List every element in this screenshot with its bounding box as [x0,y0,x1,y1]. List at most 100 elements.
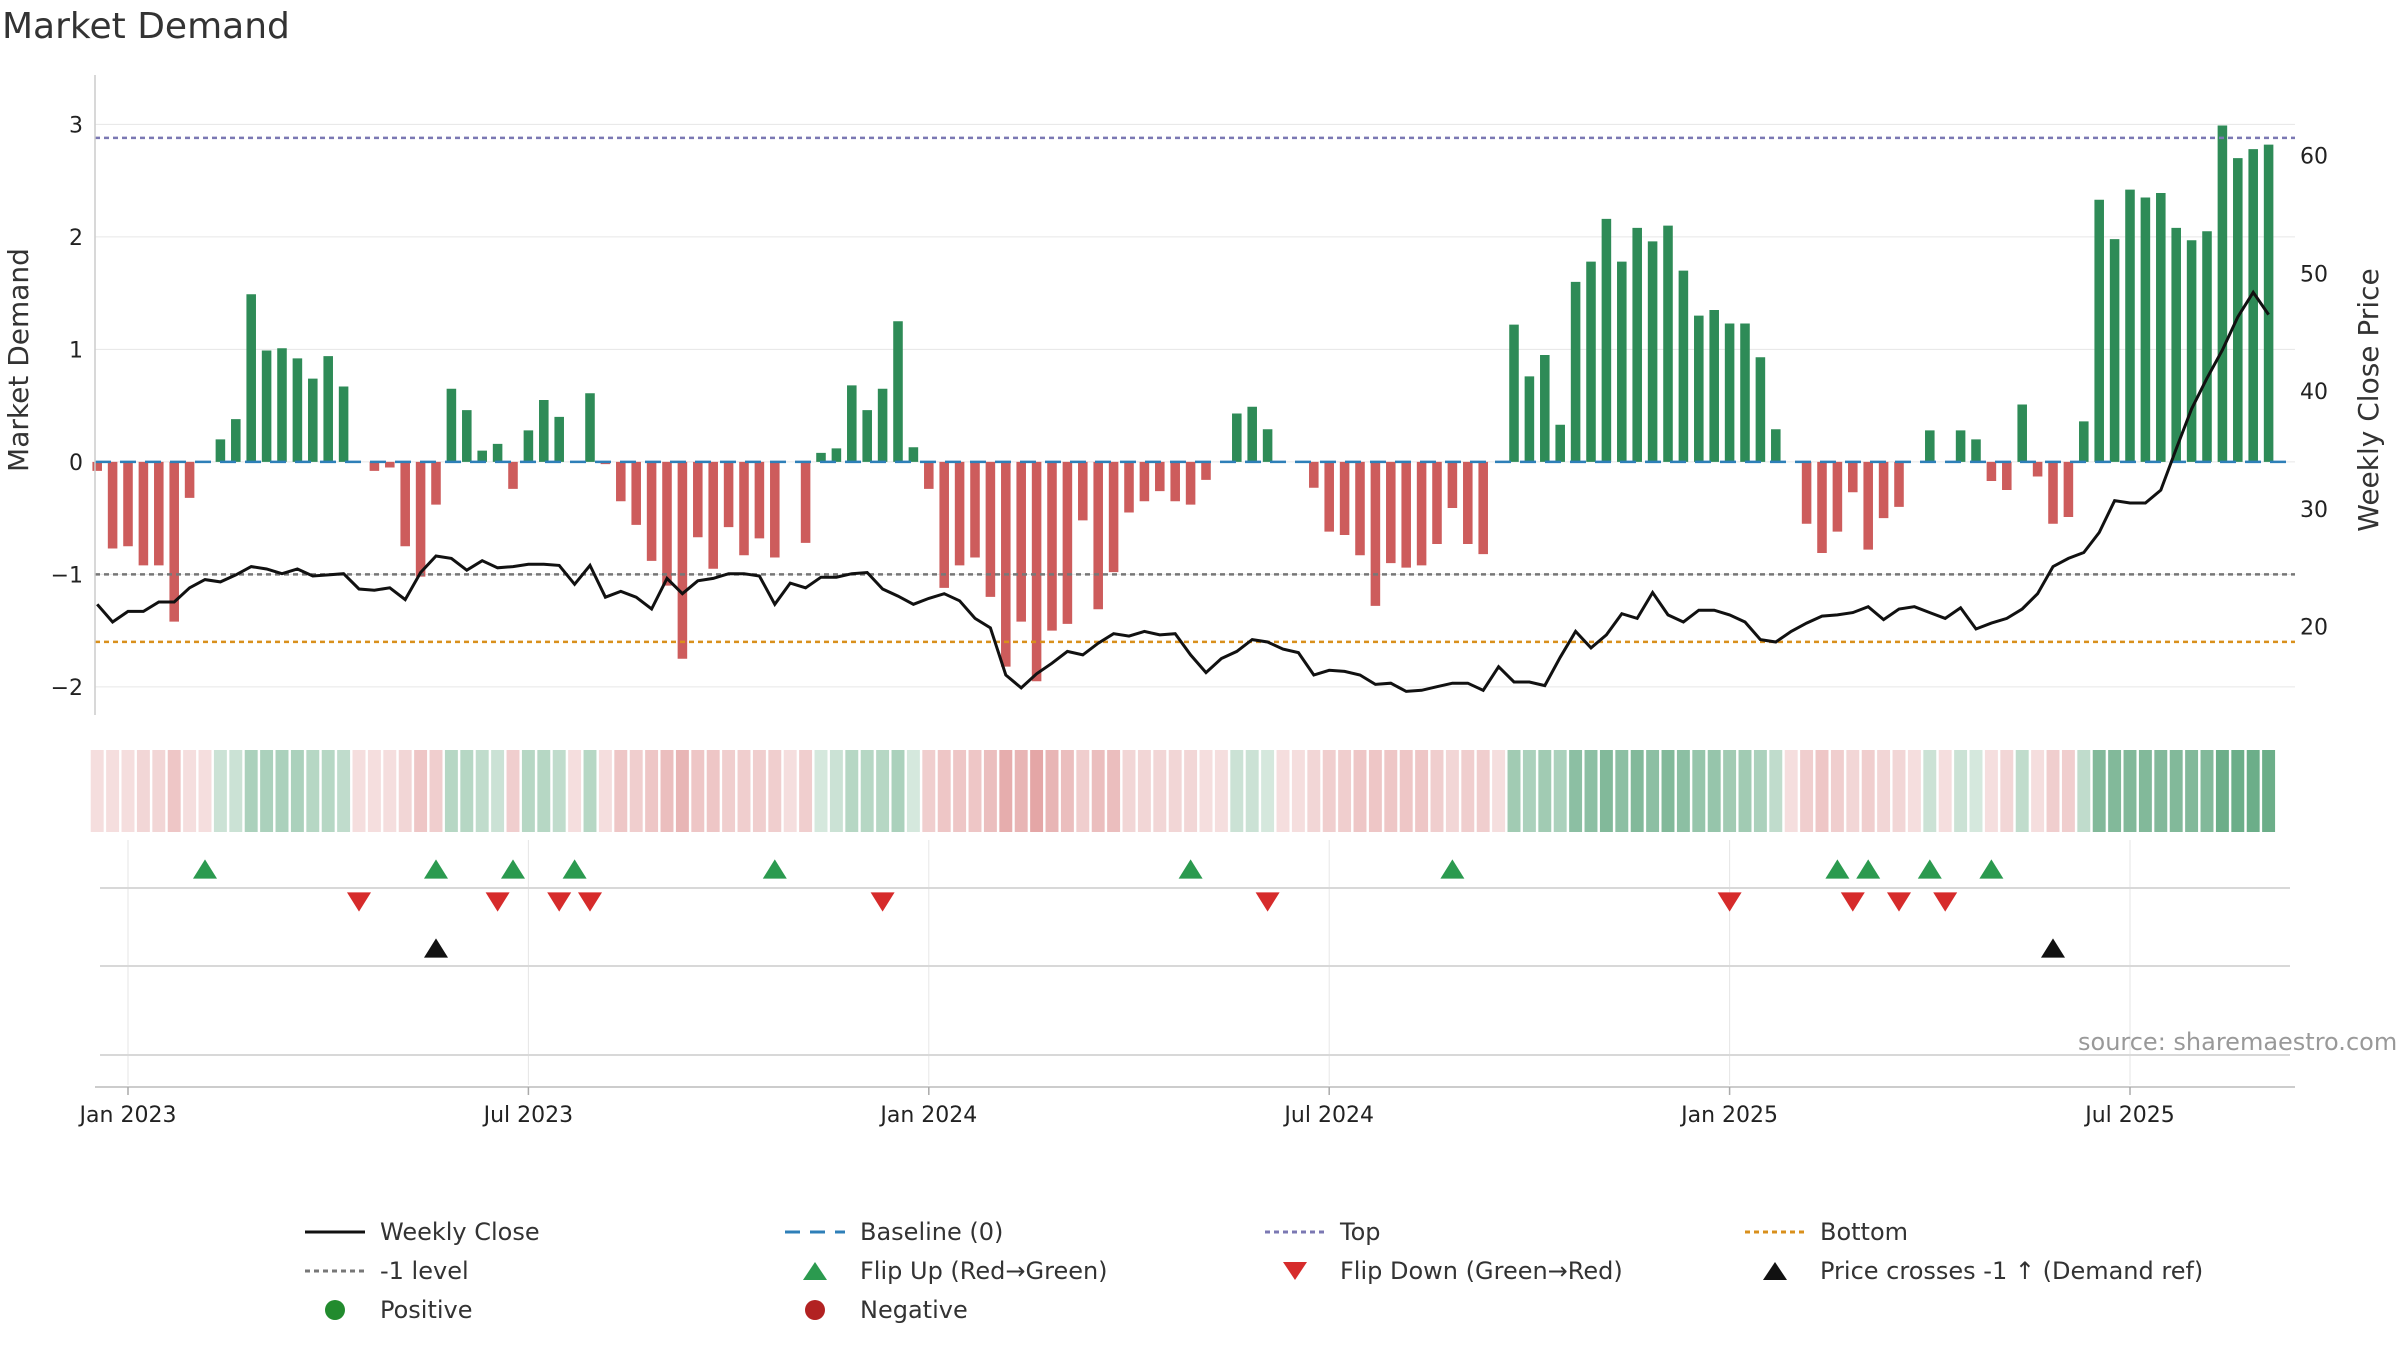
heat-cell [568,750,582,832]
heat-cell [1630,750,1644,832]
demand-bar [246,294,256,462]
demand-bar [154,461,164,566]
heat-cell [1214,750,1228,832]
heat-cell [1923,750,1937,832]
heat-cell [1676,750,1690,832]
heat-cell [583,750,597,832]
demand-bar [1309,461,1319,488]
weekly-close-path [96,289,2270,693]
demand-bar [1232,413,1242,462]
legend-symbol [300,1254,370,1288]
demand-bar [1170,461,1180,502]
demand-bar [631,461,641,525]
heat-cell [1846,750,1860,832]
y2-tick-label: 30 [2300,498,2328,523]
heat-cell [1784,750,1798,832]
demand-bar [1894,461,1904,507]
heat-cell [1415,750,1429,832]
demand-bar [1663,225,1673,462]
x-tick-label: Jan 2024 [878,1103,977,1128]
demand-bar [1463,461,1473,544]
heat-cell [352,750,366,832]
heat-cell [1137,750,1151,832]
demand-bar [385,461,395,468]
demand-bar [1155,461,1165,492]
demand-bar [1078,461,1088,521]
heat-cell [398,750,412,832]
demand-bar [1817,461,1827,553]
demand-bar [431,461,441,505]
flip-up-marker [1440,859,1465,879]
heat-cell [999,750,1013,832]
heat-cell [1969,750,1983,832]
demand-bar [1062,461,1073,624]
y2-tick-label: 40 [2300,380,2328,405]
demand-bar [123,461,133,547]
demand-bar [1478,461,1488,555]
demand-bar [1878,461,1889,519]
legend-item: -1 level [300,1254,469,1288]
heat-cell [136,750,150,832]
demand-bar [1540,355,1550,462]
heat-cell [1353,750,1367,832]
demand-bar [446,388,457,462]
demand-bar [2140,197,2151,462]
heat-cell [722,750,736,832]
heat-cell [2123,750,2137,832]
heat-cell [1476,750,1490,832]
flip-down-marker [1717,892,1742,912]
demand-bar [1262,429,1273,462]
legend-symbol [300,1215,370,1249]
demand-bar [1801,461,1812,524]
heat-cell [1184,750,1198,832]
heat-cell [1599,750,1613,832]
demand-bar [308,378,318,462]
demand-bar [1016,461,1026,622]
flip-down-marker [1840,892,1865,912]
heat-cell [1076,750,1090,832]
heat-cell [183,750,197,832]
heat-cell [1153,750,1167,832]
demand-bar [138,461,149,566]
demand-bar [231,419,241,462]
demand-bar [770,461,780,558]
y-tick-label: 0 [69,451,83,476]
heat-cell [1800,750,1814,832]
heat-cell [1091,750,1105,832]
heat-cell [1877,750,1891,832]
flip-down-marker [347,892,371,912]
heat-cell [1507,750,1521,832]
flip-up-marker [1979,859,2004,879]
demand-bar [2002,461,2012,490]
heat-cell [829,750,843,832]
heat-cell [1168,750,1182,832]
heat-cell [106,750,120,832]
demand-bar [2202,231,2212,462]
demand-bar [169,461,179,622]
flip-down-marker [1255,892,1280,912]
heat-cell [2077,750,2091,832]
heat-cell [414,750,428,832]
demand-bar [277,348,287,462]
demand-bar [754,461,765,539]
legend-label: Positive [380,1296,473,1324]
demand-bar [1832,461,1843,532]
demand-bar [2109,239,2120,462]
flip-up-marker [501,859,525,879]
legend-label: Price crosses -1 ↑ (Demand ref) [1820,1257,2204,1285]
x-tick-label: Jul 2023 [482,1103,574,1128]
legend-symbol [1260,1254,1330,1288]
y2-tick-label: 50 [2300,262,2328,287]
demand-bar [215,439,226,462]
demand-bar [2186,240,2197,462]
heat-cell [1569,750,1583,832]
flip-down-marker [1887,892,1911,912]
heat-cell [891,750,905,832]
heat-cell [537,750,551,832]
demand-bar [877,388,888,462]
heat-cell [1014,750,1028,832]
heat-cell [198,750,212,832]
demand-bar [2248,149,2258,462]
demand-bar [1755,357,1766,462]
demand-bar [1093,461,1103,610]
